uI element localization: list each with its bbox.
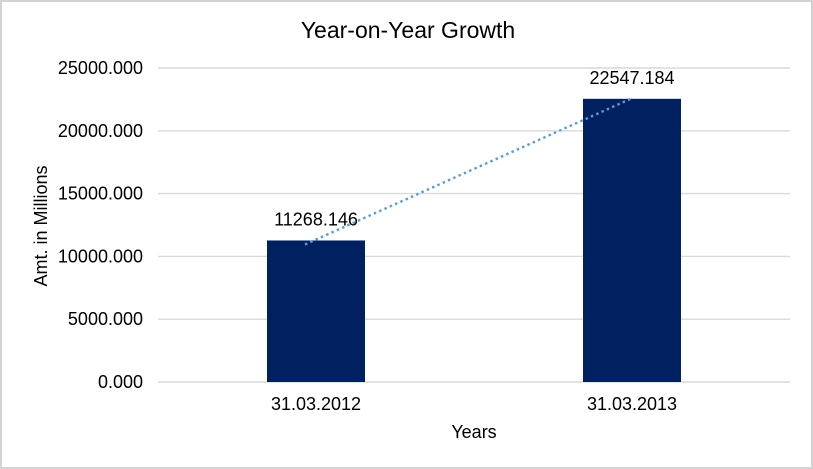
y-tick-label: 0.000 [98,372,143,392]
trendline [304,96,634,246]
bar [583,98,681,382]
labels: 0.000 5000.000 10000.000 15000.000 20000.000… [58,58,677,414]
y-tick-label: 25000.000 [58,58,143,78]
y-axis-title: Amt. in Millions [31,165,51,286]
trendline-dotted [304,96,634,246]
x-category-label: 31.03.2012 [271,394,361,414]
x-axis-title: Years [451,422,496,442]
y-tick-label: 10000.000 [58,246,143,266]
bars [267,98,681,382]
chart-title: Year-on-Year Growth [301,17,515,43]
bar [267,240,365,382]
bar-value-label: 22547.184 [589,68,674,88]
x-category-label: 31.03.2013 [587,394,677,414]
y-tick-label: 20000.000 [58,121,143,141]
y-tick-label: 15000.000 [58,184,143,204]
y-tick-label: 5000.000 [68,309,143,329]
bar-value-label: 11268.146 [274,209,358,229]
gridlines [158,67,790,383]
